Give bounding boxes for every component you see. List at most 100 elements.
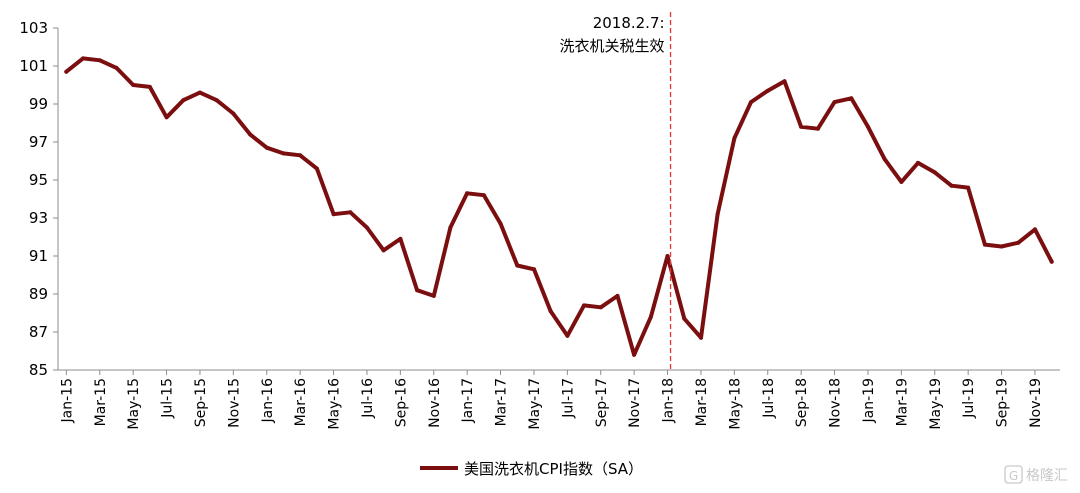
data-point: [1033, 227, 1037, 232]
data-point: [815, 126, 820, 131]
data-point: [548, 309, 553, 314]
data-point: [431, 293, 436, 298]
x-tick-label: Nov-18: [828, 378, 844, 428]
data-point: [598, 305, 603, 310]
x-tick-label: Mar-18: [694, 378, 710, 426]
data-point: [682, 316, 687, 321]
annotation: 2018.2.7: 洗衣机关税生效: [560, 12, 672, 370]
data-point: [732, 136, 737, 141]
data-point: [515, 263, 520, 268]
data-point: [248, 132, 253, 137]
data-point: [765, 88, 770, 93]
data-point: [131, 83, 136, 87]
data-point: [1049, 259, 1054, 264]
x-tick-label: May-18: [727, 378, 743, 430]
data-point: [264, 145, 269, 150]
data-point: [348, 210, 353, 215]
data-point: [147, 84, 152, 89]
y-tick-label: 99: [29, 95, 48, 113]
x-tick-label: May-16: [327, 378, 343, 430]
data-point: [364, 225, 369, 230]
data-point: [97, 58, 102, 63]
y-tick-label: 97: [29, 133, 48, 151]
x-tick-label: Jul-16: [360, 378, 376, 419]
data-point: [715, 212, 720, 217]
data-point: [632, 352, 637, 357]
data-point: [64, 69, 69, 74]
x-tick-label: May-19: [928, 378, 944, 430]
data-point: [114, 65, 119, 70]
x-tick-label: Mar-19: [894, 378, 910, 426]
x-tick-label: Sep-17: [594, 378, 610, 427]
x-tick-label: Mar-15: [93, 378, 109, 426]
x-tick-label: Jan-17: [460, 378, 476, 423]
y-tick-label: 87: [29, 323, 48, 341]
data-point: [231, 111, 236, 116]
x-tick-label: Jul-15: [160, 378, 176, 419]
y-tick-label: 103: [19, 19, 48, 37]
data-point: [298, 153, 303, 158]
x-tick-label: Jul-18: [761, 378, 777, 419]
data-point: [782, 79, 787, 84]
data-point: [381, 248, 386, 253]
y-tick-label: 95: [29, 171, 48, 189]
data-point: [966, 185, 971, 190]
x-tick-label: Sep-19: [995, 378, 1011, 427]
data-point: [415, 288, 420, 293]
x-tick-label: Jan-16: [260, 378, 276, 424]
data-point: [465, 191, 470, 196]
y-tick-label: 93: [29, 209, 48, 227]
x-tick-label: Sep-15: [193, 378, 209, 427]
data-point: [882, 157, 887, 162]
data-point: [665, 254, 670, 258]
series-layer: [64, 56, 1054, 357]
x-tick-label: Nov-16: [427, 378, 443, 428]
watermark-text: 格隆汇: [1026, 468, 1068, 484]
y-axis: 103 101 99 97 95 93 91 89 87 85: [19, 19, 59, 379]
data-point: [849, 96, 854, 101]
data-point: [214, 98, 219, 103]
data-point: [949, 183, 954, 188]
x-axis: Jan-15 Mar-15 May-15 Jul-15 Sep-15 Nov-15 Jan-…: [58, 369, 1060, 430]
watermark: G 格隆汇: [1004, 465, 1068, 484]
data-point: [1016, 240, 1021, 245]
data-point: [565, 333, 570, 338]
y-tick-label: 85: [29, 361, 48, 379]
data-point: [932, 170, 937, 175]
x-tick-label: Nov-15: [226, 378, 242, 428]
data-point: [448, 225, 453, 230]
y-tick-label: 91: [29, 247, 48, 265]
x-tick-label: Jul-19: [961, 378, 977, 419]
x-tick-label: Mar-16: [293, 378, 309, 426]
data-point: [281, 151, 286, 156]
data-point: [481, 193, 486, 198]
data-point: [916, 160, 920, 165]
watermark-logo-glyph: G: [1009, 469, 1018, 483]
x-tick-label: Jul-17: [560, 378, 576, 419]
data-point: [81, 56, 85, 61]
data-point: [866, 124, 870, 129]
data-point: [899, 179, 904, 184]
x-tick-label: Jan-19: [861, 378, 877, 423]
data-point: [164, 115, 169, 120]
data-point: [648, 314, 653, 319]
watermark-logo-icon: [1004, 465, 1023, 484]
legend: 美国洗衣机CPI指数（SA）: [420, 460, 643, 478]
data-point: [799, 124, 804, 129]
x-tick-label: Mar-17: [494, 378, 510, 426]
y-tick-label: 101: [19, 57, 48, 75]
data-point: [197, 90, 202, 95]
x-tick-label: Sep-16: [393, 378, 409, 427]
x-tick-label: Jan-18: [661, 378, 677, 423]
legend-label: 美国洗衣机CPI指数（SA）: [464, 460, 643, 478]
data-point: [398, 236, 403, 241]
data-point: [181, 98, 186, 103]
data-point: [699, 335, 703, 340]
x-tick-label: Nov-19: [1028, 378, 1044, 428]
x-tick-label: Jan-15: [59, 378, 75, 423]
x-tick-label: May-15: [126, 378, 142, 430]
series-line: [64, 56, 1054, 357]
x-tick-label: Nov-17: [627, 378, 643, 428]
data-point: [331, 212, 336, 217]
